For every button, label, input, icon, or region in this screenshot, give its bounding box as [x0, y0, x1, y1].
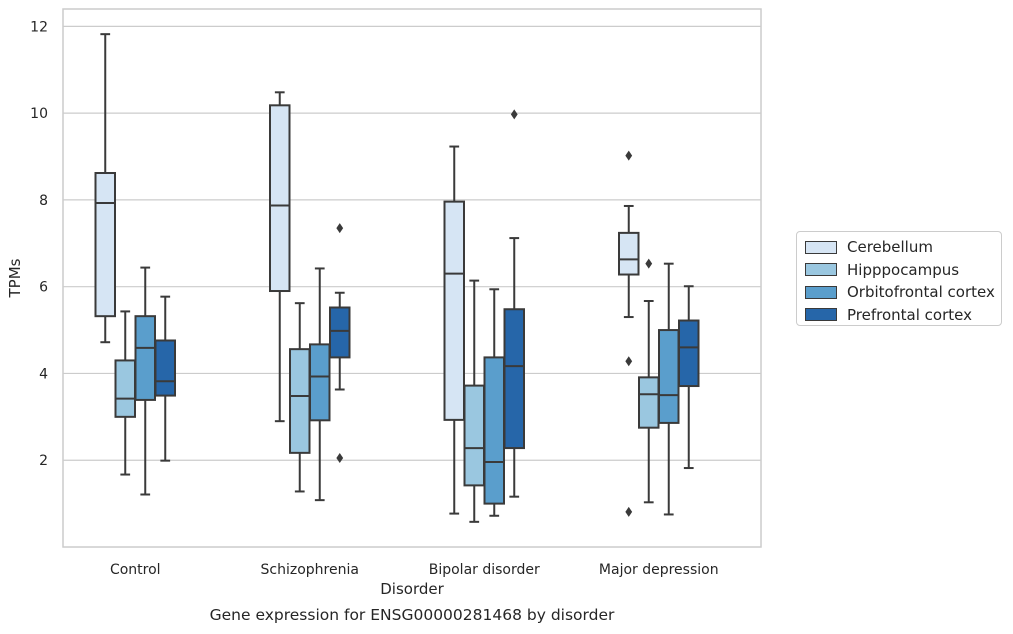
legend-swatch	[805, 240, 837, 254]
box-1-2	[309, 267, 331, 502]
outlier-point	[336, 223, 344, 234]
legend-item: Prefrontal cortex	[805, 304, 1001, 327]
box-iqr	[483, 356, 505, 505]
box-0-0	[94, 33, 116, 344]
box-1-3	[329, 223, 351, 464]
box-iqr	[443, 200, 465, 421]
box-3-1	[638, 258, 660, 504]
box-iqr	[134, 315, 156, 401]
legend-item: Hipppocampus	[805, 259, 1001, 282]
x-tick-label: Control	[110, 562, 161, 578]
box-iqr	[94, 172, 116, 318]
box-iqr	[678, 319, 700, 388]
legend-label: Orbitofrontal cortex	[847, 283, 995, 302]
box-iqr	[329, 306, 351, 359]
box-2-0	[443, 145, 465, 515]
outlier-point	[645, 258, 653, 269]
legend-item: Cerebellum	[805, 236, 1001, 259]
legend-swatch	[805, 308, 837, 322]
box-iqr	[503, 308, 525, 450]
legend-label: Cerebellum	[847, 238, 933, 257]
y-tick-labels: 2 4 6 8 10 12	[30, 19, 48, 469]
box-iqr	[269, 104, 291, 293]
y-axis-label: TPMs	[6, 258, 24, 298]
legend-swatch	[805, 285, 837, 299]
x-axis-label: Disorder	[380, 580, 444, 598]
y-tick-label: 4	[39, 366, 48, 382]
plot-frame	[62, 8, 762, 548]
box-iqr	[114, 359, 136, 418]
legend: Cerebellum Hipppocampus Orbitofrontal cort…	[796, 231, 1002, 326]
box-iqr	[658, 329, 680, 424]
y-tick-label: 6	[39, 280, 48, 296]
box-2-3	[503, 109, 525, 498]
box-2-2	[483, 288, 505, 517]
x-tick-label: Schizophrenia	[261, 562, 359, 578]
y-tick-label: 10	[30, 106, 48, 122]
box-iqr	[618, 231, 640, 276]
box-3-0	[618, 150, 640, 517]
outlier-point	[510, 109, 518, 120]
legend-swatch	[805, 263, 837, 277]
box-0-1	[114, 310, 136, 476]
box-iqr	[309, 343, 331, 422]
box-group	[94, 33, 700, 523]
legend-label: Prefrontal cortex	[847, 305, 972, 324]
x-tick-labels: Control Schizophrenia Bipolar disorder Majo…	[110, 562, 719, 578]
box-iqr	[154, 339, 176, 397]
grid-lines	[63, 25, 761, 461]
box-1-0	[269, 91, 291, 423]
outlier-point	[336, 453, 344, 464]
y-tick-label: 2	[39, 453, 48, 469]
outlier-point	[625, 150, 633, 161]
box-3-3	[678, 285, 700, 470]
box-2-1	[463, 279, 485, 523]
box-iqr	[463, 384, 485, 487]
box-3-2	[658, 262, 680, 516]
figure-caption: Gene expression for ENSG00000281468 by d…	[209, 606, 615, 624]
box-iqr	[638, 376, 660, 429]
outlier-point	[625, 356, 633, 367]
x-tick-label: Bipolar disorder	[429, 562, 540, 578]
x-tick-label: Major depression	[599, 562, 719, 578]
legend-item: Orbitofrontal cortex	[805, 281, 1001, 304]
y-tick-label: 8	[39, 193, 48, 209]
y-tick-label: 12	[30, 19, 48, 35]
box-1-1	[289, 302, 311, 493]
box-0-3	[154, 295, 176, 462]
outlier-point	[625, 506, 633, 517]
legend-label: Hipppocampus	[847, 260, 960, 279]
box-iqr	[289, 348, 311, 454]
